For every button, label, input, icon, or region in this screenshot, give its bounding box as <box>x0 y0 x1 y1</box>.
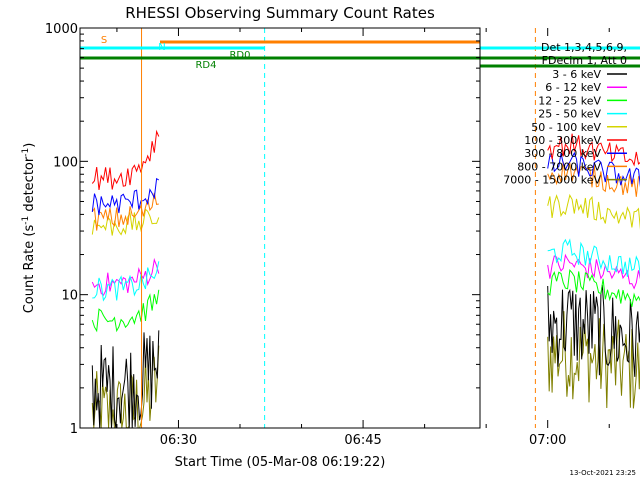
legend: Det 1,3,4,5,6,9, FDecim 1, Att 0 3 - 6 k… <box>503 41 627 187</box>
series-50-100-kev <box>91 193 640 236</box>
series-trace <box>91 208 160 236</box>
plot-frame <box>79 27 481 429</box>
series-6-12-kev <box>91 253 640 296</box>
y-label-close: ) <box>22 143 37 148</box>
x-tick-label: 06:45 <box>344 433 381 448</box>
legend-entry: 7000 - 15000 keV <box>503 174 627 187</box>
flag-rd0: RD0 <box>80 50 480 61</box>
marker-layer <box>141 28 536 428</box>
flag-label: RD4 <box>195 60 216 71</box>
legend-entry: 3 - 6 keV <box>552 68 627 81</box>
series-12-25-kev <box>91 269 640 333</box>
legend-entry-label: 300 - 800 keV <box>524 147 601 160</box>
series-trace <box>547 193 640 230</box>
legend-entry-label: 50 - 100 keV <box>531 121 601 134</box>
series-800-7000-kev <box>91 161 640 231</box>
y-label-sup2: -1 <box>21 148 31 157</box>
legend-entry: 50 - 100 keV <box>531 121 627 134</box>
flag-label: RD0 <box>229 50 250 61</box>
series-trace <box>91 192 159 231</box>
y-tick-label: 1 <box>70 422 78 437</box>
legend-entry: 100 - 300 keV <box>524 134 627 147</box>
legend-header-1: Det 1,3,4,5,6,9, <box>541 41 627 54</box>
footer-timestamp: 13-Oct-2021 23:25 <box>570 469 636 477</box>
series-trace <box>91 289 160 333</box>
flag-s: S <box>101 35 480 46</box>
y-tick-label: 1000 <box>45 22 78 37</box>
legend-entry: 25 - 50 keV <box>538 108 627 121</box>
y-tick-label: 10 <box>61 289 78 304</box>
series-trace <box>547 238 640 277</box>
chart-title: RHESSI Observing Summary Count Rates <box>125 4 435 22</box>
legend-entry: 6 - 12 keV <box>545 81 627 94</box>
series-trace <box>547 161 640 197</box>
y-label-rest: detector <box>22 156 37 216</box>
legend-entry: 12 - 25 keV <box>538 94 627 107</box>
legend-entry-label: 7000 - 15000 keV <box>503 174 601 187</box>
legend-entry-label: 800 - 7000 keV <box>517 160 601 173</box>
legend-entry-label: 3 - 6 keV <box>552 68 601 81</box>
series-trace <box>547 284 640 377</box>
series-trace <box>91 257 160 296</box>
series-trace <box>547 269 640 307</box>
x-tick-label: 07:00 <box>529 433 566 448</box>
y-tick-label: 100 <box>53 155 78 170</box>
legend-entry-label: 12 - 25 keV <box>538 94 601 107</box>
legend-header-2: FDecim 1, Att 0 <box>542 54 627 67</box>
series-3-6-kev <box>91 284 640 429</box>
legend-entry: 800 - 7000 keV <box>517 160 627 173</box>
y-axis-label: Count Rate (s-1 detector-1) <box>21 143 37 314</box>
series-trace <box>91 345 160 429</box>
series-25-50-kev <box>92 238 640 302</box>
y-axis: 1000 100 10 1 <box>45 22 480 437</box>
y-label-sup: -1 <box>21 216 31 225</box>
series-100-300-kev <box>91 129 640 190</box>
x-axis-label: Start Time (05-Mar-08 06:19:22) <box>175 455 386 470</box>
series-trace <box>547 133 640 167</box>
y-label-main: Count Rate (s <box>22 225 37 314</box>
legend-entry-label: 100 - 300 keV <box>524 134 601 147</box>
series-trace <box>91 177 160 216</box>
flag-layer: S N RD0 RD4 <box>80 35 640 71</box>
flag-label: S <box>101 35 107 46</box>
legend-entry: 300 - 800 keV <box>524 147 627 160</box>
series-trace <box>92 261 160 302</box>
x-tick-label: 06:30 <box>160 433 197 448</box>
legend-entry-label: 25 - 50 keV <box>538 108 601 121</box>
data-layer <box>91 129 640 429</box>
flag-label: N <box>158 42 165 53</box>
series-trace <box>91 330 160 429</box>
legend-entry-label: 6 - 12 keV <box>545 81 601 94</box>
series-trace <box>91 129 160 190</box>
series-trace <box>547 311 640 409</box>
series-7000-15000-kev <box>91 311 640 429</box>
flag-n: N <box>80 42 265 53</box>
